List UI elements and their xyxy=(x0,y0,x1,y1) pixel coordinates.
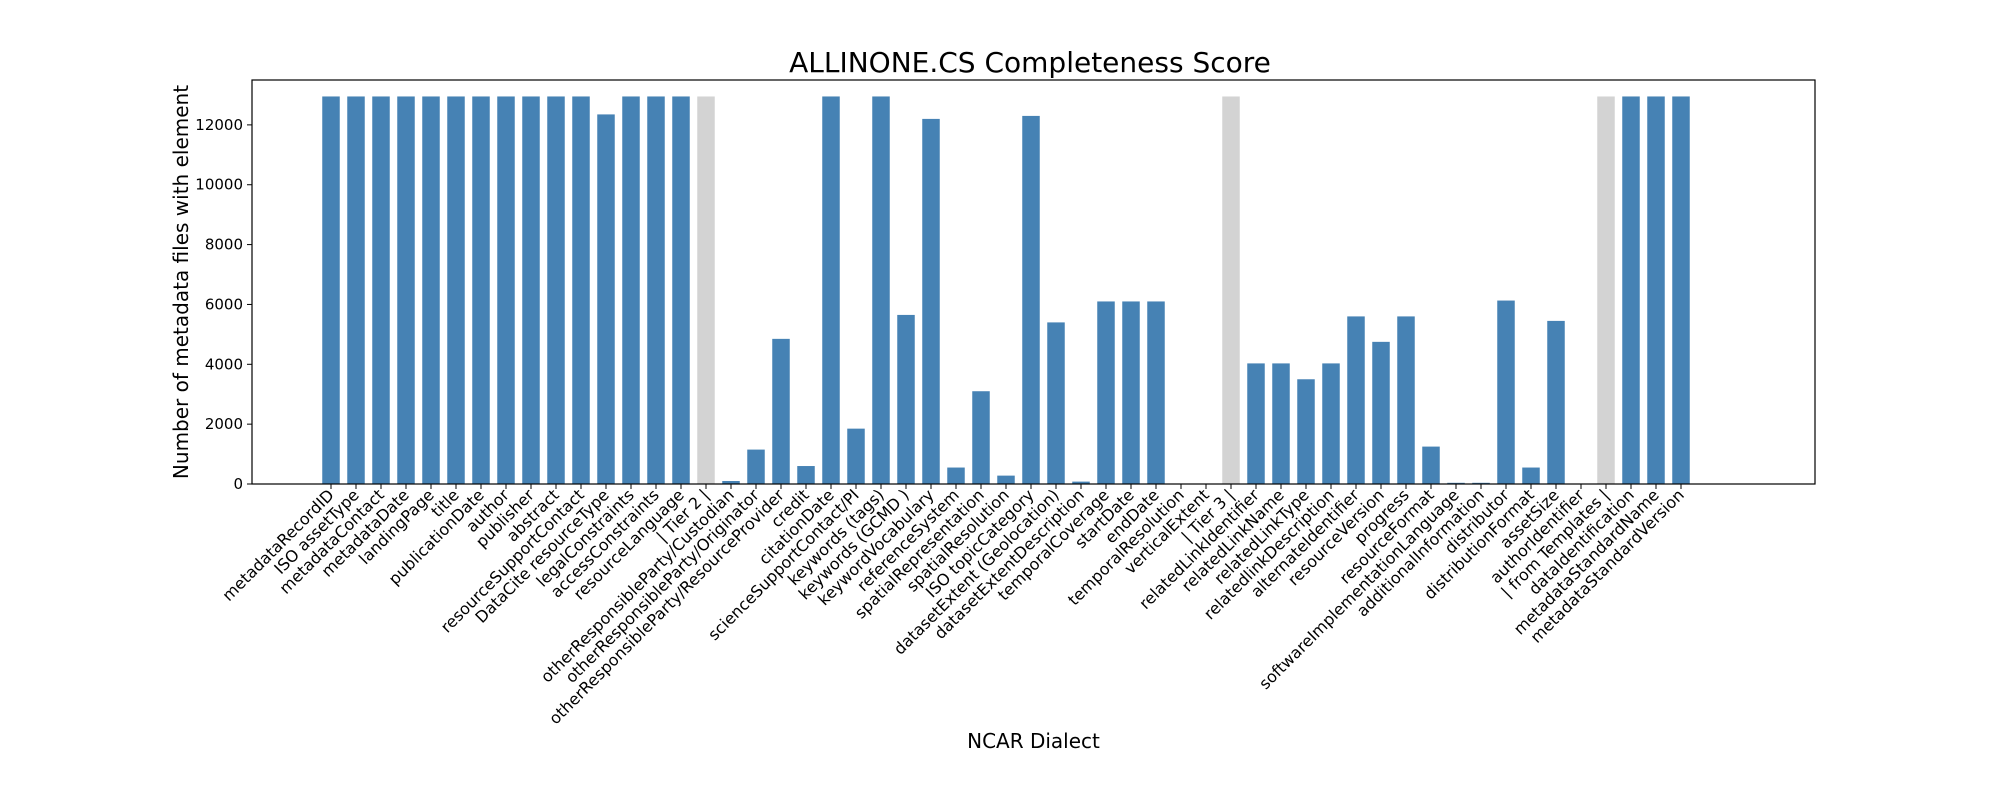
bar xyxy=(597,114,615,484)
bars-group xyxy=(322,96,1690,485)
bar xyxy=(1022,115,1040,484)
bar xyxy=(972,391,990,484)
y-tick-label: 2000 xyxy=(205,415,243,433)
y-tick-label: 12000 xyxy=(195,116,243,134)
bar xyxy=(1247,363,1265,484)
bar xyxy=(397,96,415,485)
bar xyxy=(1497,300,1515,484)
bar xyxy=(797,466,815,484)
bar xyxy=(747,449,765,484)
bar xyxy=(1047,322,1065,484)
bar xyxy=(672,96,690,485)
bar xyxy=(722,481,740,484)
chart-title: ALLINONE.CS Completeness Score xyxy=(789,46,1271,79)
bar xyxy=(422,96,440,485)
bar xyxy=(322,96,340,485)
bar xyxy=(1422,446,1440,484)
bar xyxy=(572,96,590,485)
x-axis-label: NCAR Dialect xyxy=(967,729,1100,753)
y-axis: 0 2000 4000 6000 8000 10000 12000 xyxy=(195,116,252,493)
bar xyxy=(1122,301,1140,484)
bar xyxy=(1622,96,1640,485)
y-tick-label: 8000 xyxy=(205,236,243,254)
y-tick-label: 6000 xyxy=(205,295,243,313)
y-tick-label: 4000 xyxy=(205,355,243,373)
bar xyxy=(1672,96,1690,485)
bar xyxy=(1147,301,1165,484)
bar xyxy=(997,475,1015,484)
y-tick-label: 10000 xyxy=(195,176,243,194)
bar xyxy=(897,314,915,484)
bar xyxy=(497,96,515,485)
y-axis-label: Number of metadata files with element xyxy=(169,85,193,479)
bar xyxy=(472,96,490,485)
bar xyxy=(847,428,865,484)
bar xyxy=(1222,96,1240,485)
bar xyxy=(622,96,640,485)
bar xyxy=(772,338,790,484)
bar xyxy=(1547,320,1565,484)
bar xyxy=(1372,341,1390,484)
bar xyxy=(522,96,540,485)
bar xyxy=(372,96,390,485)
bar xyxy=(1072,481,1090,484)
bar xyxy=(1522,467,1540,484)
bar xyxy=(1272,363,1290,484)
bar xyxy=(1097,301,1115,484)
bar xyxy=(822,96,840,485)
bar xyxy=(447,96,465,485)
bar xyxy=(872,96,890,485)
y-tick-label: 0 xyxy=(233,475,243,493)
plot-frame xyxy=(251,79,1816,485)
bar xyxy=(947,467,965,484)
bar xyxy=(1297,379,1315,484)
bar xyxy=(347,96,365,485)
bar xyxy=(1597,96,1615,485)
bar xyxy=(1397,316,1415,484)
bar xyxy=(1647,96,1665,485)
bar xyxy=(1347,316,1365,484)
bar xyxy=(1322,363,1340,484)
bar xyxy=(922,118,940,485)
bar xyxy=(547,96,565,485)
bar xyxy=(647,96,665,485)
bar xyxy=(697,96,715,485)
